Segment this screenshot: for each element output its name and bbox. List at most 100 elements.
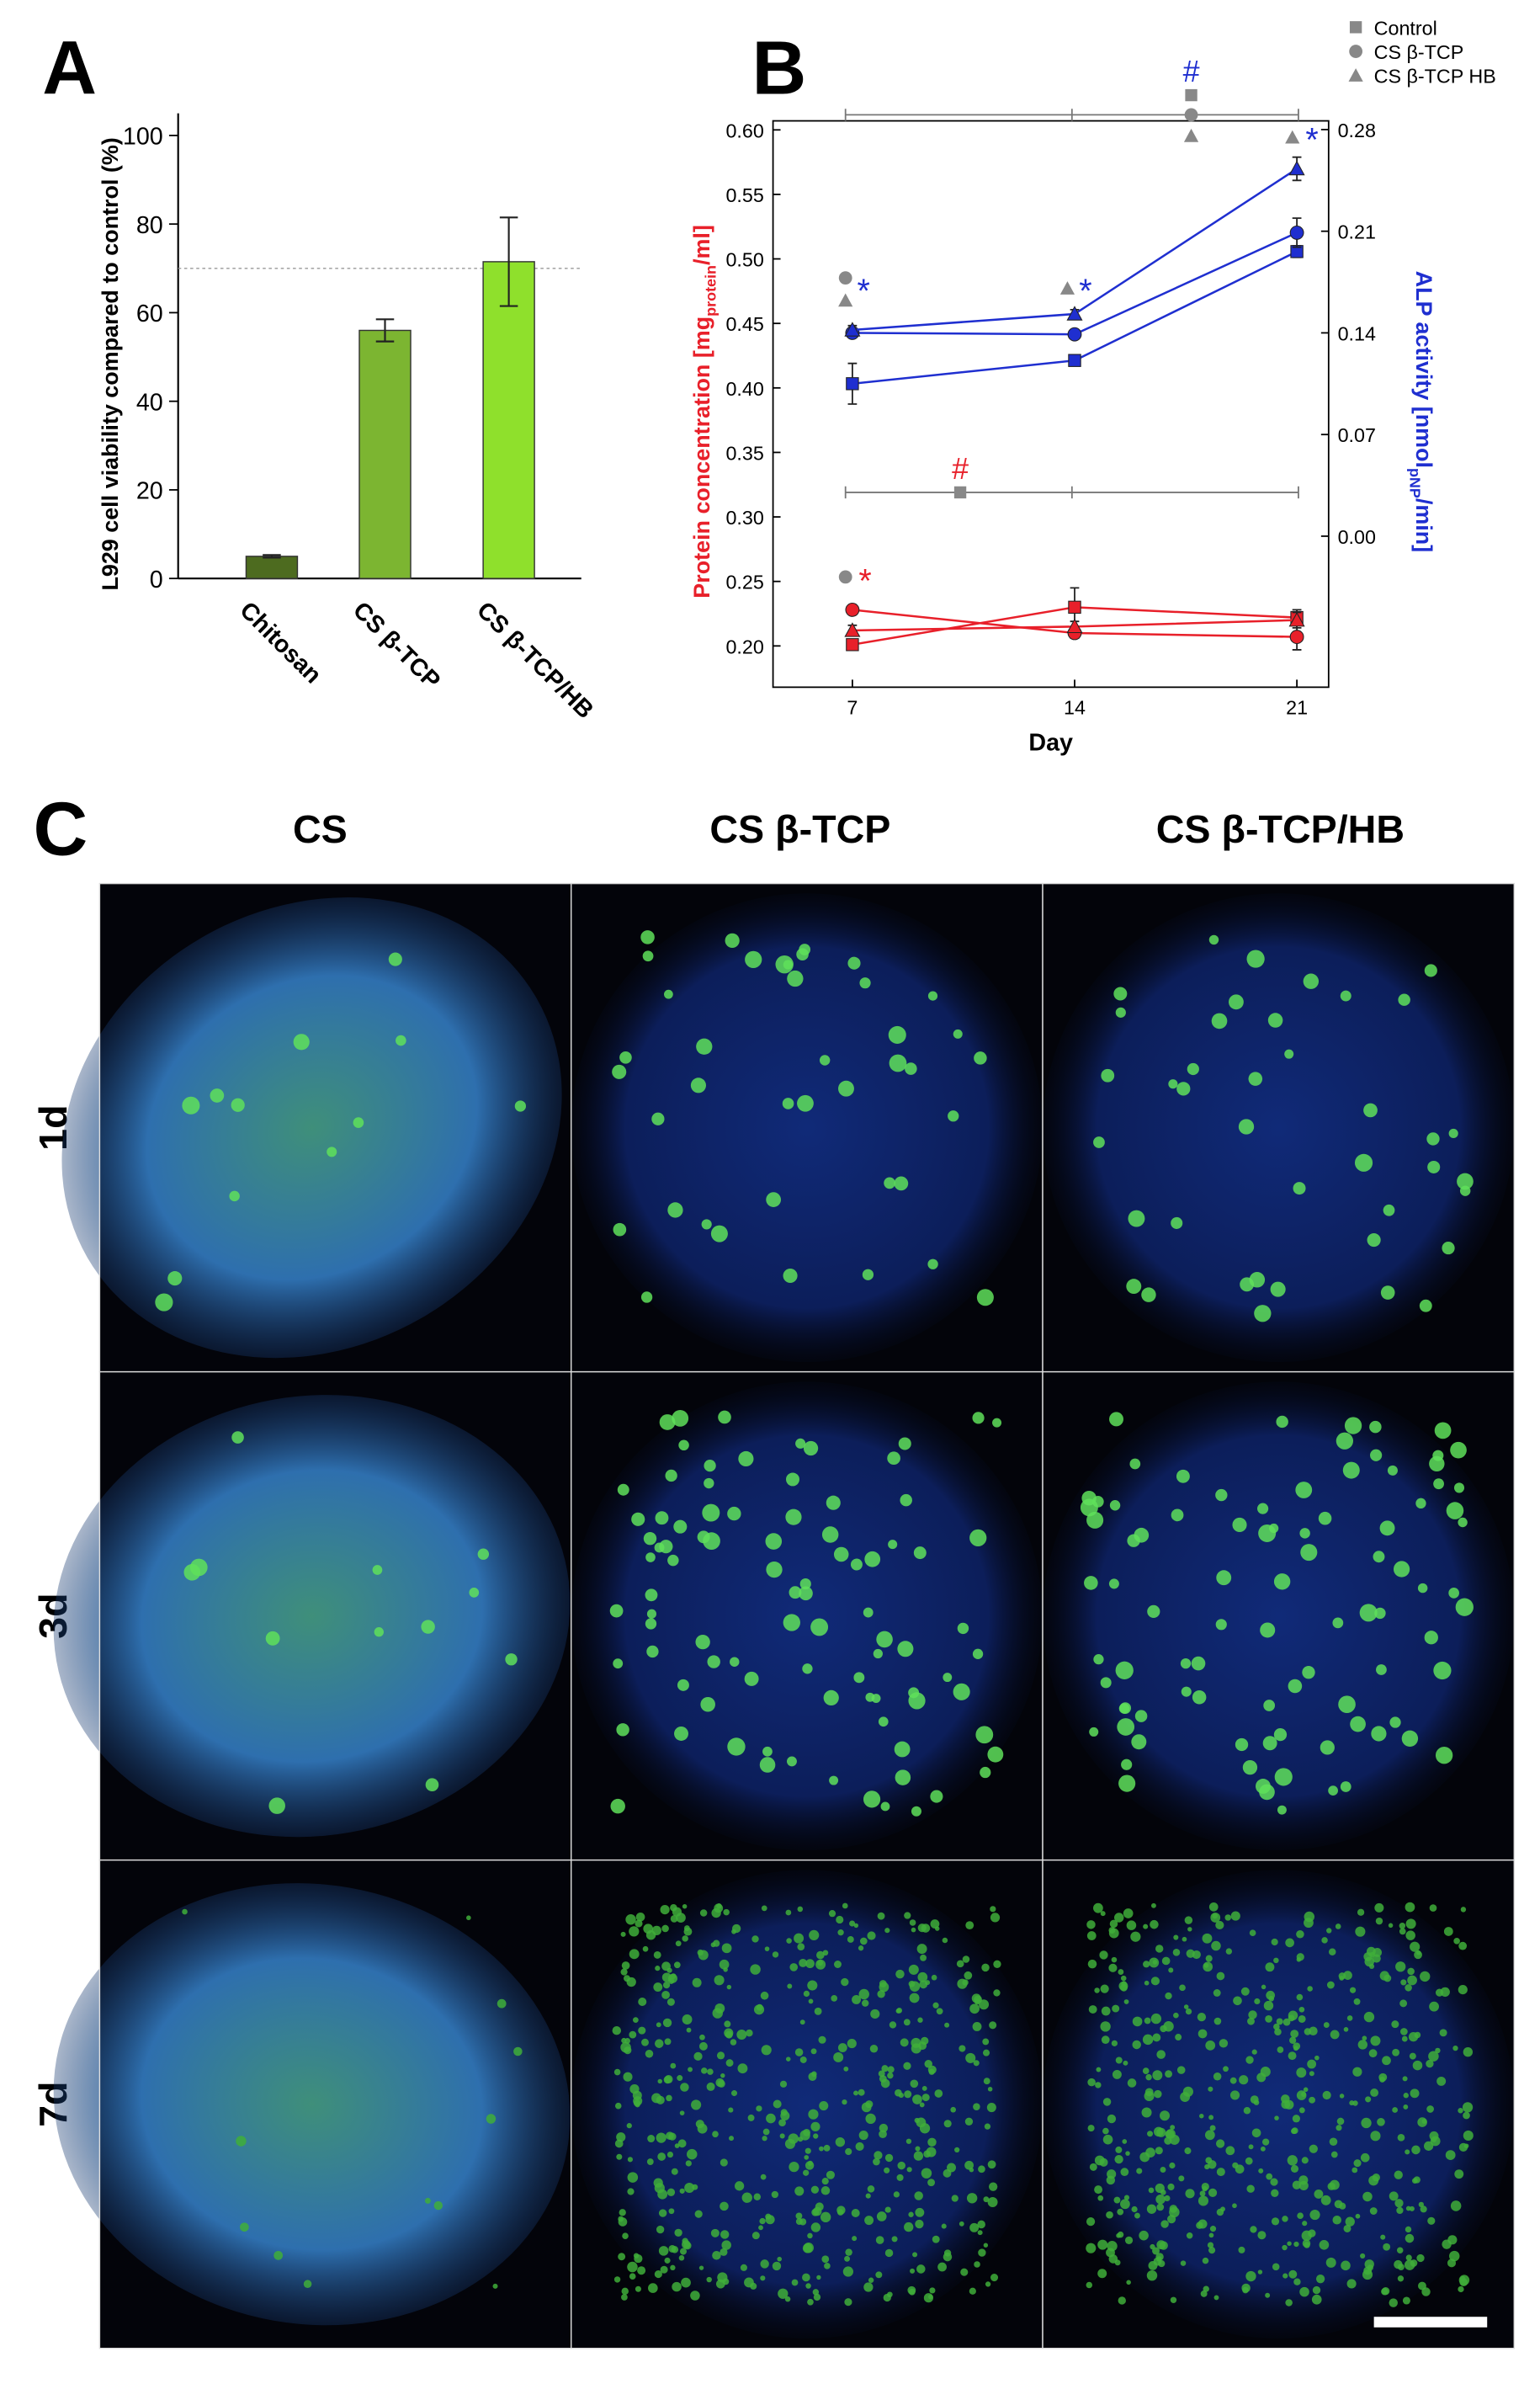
cell <box>1232 2203 1237 2209</box>
cell <box>725 2030 733 2039</box>
cell <box>745 950 762 969</box>
cell <box>737 2063 748 2074</box>
cell <box>880 1801 890 1812</box>
cell <box>1268 1996 1275 2002</box>
cell <box>1229 2090 1240 2100</box>
cell <box>712 2131 719 2138</box>
cell <box>744 2277 754 2288</box>
y2-tick-label: 0.14 <box>1338 322 1376 344</box>
legend-marker <box>1348 68 1363 82</box>
cell <box>1393 1561 1410 1578</box>
cell <box>816 2275 821 2280</box>
cell <box>1443 1927 1453 1936</box>
cell <box>863 2282 874 2292</box>
cell <box>1261 1984 1267 1990</box>
cell <box>688 2067 693 2072</box>
cell <box>1404 2259 1415 2270</box>
cell <box>914 2191 923 2200</box>
cell <box>1251 2049 1257 2055</box>
scaffold <box>571 1381 1043 1851</box>
cell <box>1330 2030 1340 2040</box>
cell <box>834 1961 842 1968</box>
cell <box>791 2279 799 2286</box>
cell <box>730 2090 738 2097</box>
cell <box>1197 2029 1208 2039</box>
cell <box>1417 2281 1426 2291</box>
cell <box>858 1945 864 1951</box>
y2-tick-label: 0.21 <box>1338 221 1376 243</box>
cell <box>1184 1916 1193 1924</box>
cell <box>1114 1913 1124 1923</box>
y-tick-label: 0.50 <box>725 249 763 271</box>
cell <box>1423 2141 1434 2151</box>
y-tick-label: 0.45 <box>725 313 763 335</box>
cell <box>621 1961 630 1970</box>
cell <box>664 2038 672 2046</box>
cell <box>1148 2187 1155 2194</box>
cell <box>753 2193 762 2201</box>
cell <box>1340 990 1351 1002</box>
scaffold <box>1043 893 1515 1363</box>
cell <box>972 2022 982 2031</box>
cell <box>1176 1469 1190 1483</box>
cell <box>1314 2189 1324 2199</box>
cell <box>1213 2017 1222 2025</box>
cell <box>919 1980 928 1989</box>
cell <box>805 2283 811 2289</box>
cell <box>864 2216 874 2226</box>
cell <box>1144 2017 1151 2025</box>
cell <box>923 2150 931 2158</box>
cell <box>1228 994 1244 1010</box>
cell <box>1357 2040 1367 2050</box>
cell <box>1391 2020 1399 2029</box>
cell <box>1302 1665 1315 1679</box>
cell <box>620 1931 626 1937</box>
cell <box>974 1051 987 1065</box>
cell <box>1276 2018 1283 2025</box>
cell <box>921 2094 930 2102</box>
cell <box>1370 2131 1381 2142</box>
cell <box>910 2079 919 2088</box>
cell <box>1309 2026 1318 2035</box>
cell <box>903 2062 911 2070</box>
cell <box>828 1910 836 1918</box>
significance-annotation: * <box>858 273 870 310</box>
cell <box>714 1975 725 1986</box>
cell <box>973 2060 980 2067</box>
cell <box>1160 2220 1169 2228</box>
significance-marker <box>838 570 852 584</box>
cell <box>1144 2088 1154 2097</box>
cell <box>1089 2163 1097 2171</box>
cell <box>672 2281 682 2292</box>
cell <box>1142 2067 1150 2074</box>
cell <box>1372 2174 1380 2182</box>
cell <box>327 1147 337 1157</box>
cell <box>1199 2113 1204 2119</box>
cell <box>696 1038 713 1055</box>
cell <box>1453 1482 1465 1493</box>
cell <box>1176 2066 1186 2074</box>
cell <box>1112 2004 1120 2013</box>
legend-marker <box>1349 21 1362 34</box>
cell <box>1266 2173 1273 2180</box>
cell <box>1325 2257 1336 2268</box>
cell <box>672 1409 689 1427</box>
cell <box>640 1291 653 1303</box>
cell <box>874 2151 883 2160</box>
cell <box>1447 2235 1458 2245</box>
cell <box>1373 1551 1385 1563</box>
cell <box>1099 2158 1108 2167</box>
cell <box>612 1064 627 1079</box>
cell <box>1183 2004 1189 2009</box>
cell <box>1150 1977 1160 1986</box>
cell <box>766 1561 783 1578</box>
cell <box>765 1533 783 1550</box>
cell <box>1459 2278 1468 2287</box>
cell <box>1093 1902 1103 1913</box>
cell <box>707 1655 720 1668</box>
cell <box>627 2172 639 2183</box>
cell <box>810 2121 820 2131</box>
cell <box>1113 987 1128 1001</box>
cell <box>1185 2008 1192 2015</box>
y-tick-label: 0.40 <box>725 378 763 400</box>
